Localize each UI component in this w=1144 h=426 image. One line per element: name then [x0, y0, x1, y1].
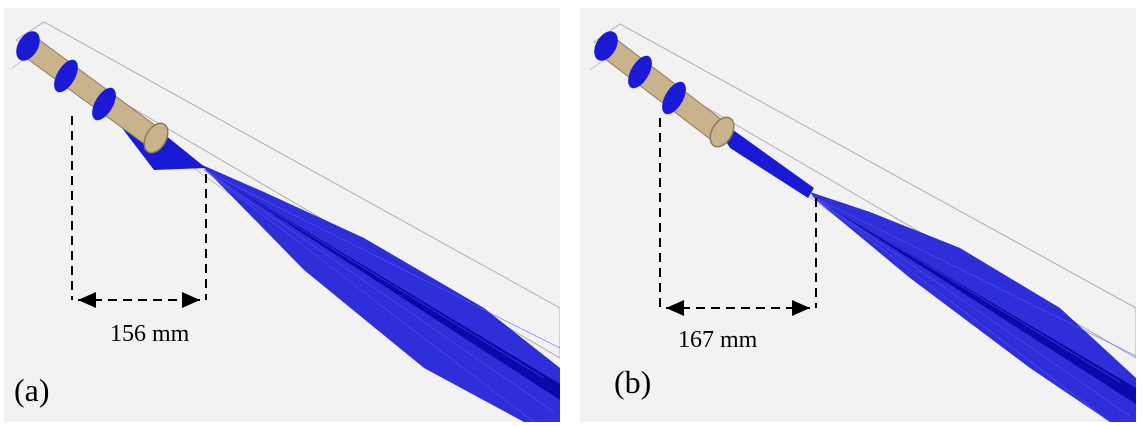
beam-diverging: [200, 164, 560, 422]
beam-core: [202, 168, 560, 400]
distance-label: 167 mm: [678, 327, 758, 353]
beam-ray-lines: [811, 195, 1136, 422]
distance-label: 156 mm: [110, 321, 190, 347]
lens-assembly: [16, 31, 169, 154]
beam-core: [812, 196, 1136, 404]
lens-assembly: [594, 31, 735, 148]
panel-a-beam-simulation: 156 mm (a): [4, 8, 560, 422]
dimension-lines: [659, 118, 817, 316]
beam-ray-lines: [203, 169, 560, 422]
dimension-lines: [71, 116, 207, 308]
panel-label: (a): [14, 372, 50, 408]
beam-converging: [708, 112, 814, 198]
panel-b-beam-simulation: 167 mm (b): [580, 8, 1136, 422]
panel-label: (b): [614, 364, 652, 400]
panel-b-drawing: [589, 23, 1136, 422]
panel-a-drawing: [11, 21, 560, 422]
